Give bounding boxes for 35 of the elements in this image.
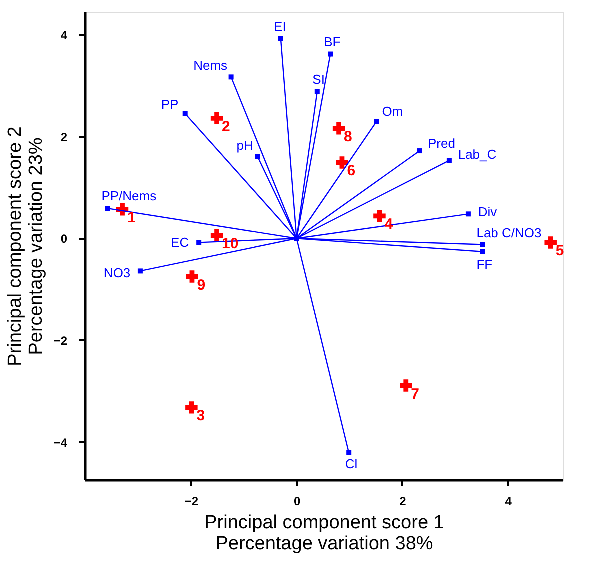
series-label: pH bbox=[236, 138, 254, 153]
annotation: 5 bbox=[556, 242, 564, 260]
series-label: EC bbox=[171, 235, 190, 250]
x-tick-label: 4 bbox=[505, 494, 512, 508]
y-tick-label: 4 bbox=[60, 28, 68, 42]
series-label: Nems bbox=[194, 58, 228, 74]
series-label: FF bbox=[476, 256, 493, 272]
x-tick-label: 0 bbox=[294, 494, 301, 508]
annotation: 2 bbox=[222, 118, 230, 136]
series-label: BF bbox=[324, 34, 341, 50]
series-label: Cl bbox=[345, 456, 358, 472]
series-label: EI bbox=[274, 19, 286, 34]
annotation: 1 bbox=[128, 210, 136, 227]
series-label: PP/Nems bbox=[102, 188, 158, 204]
series-label: Om bbox=[382, 104, 404, 120]
y-tick-label: 0 bbox=[60, 232, 68, 246]
annotation: 8 bbox=[344, 128, 352, 146]
x-axis-title: Principal component score 1 Percentage variation 38% bbox=[204, 512, 444, 554]
series-label: Lab C/NO3 bbox=[476, 226, 542, 241]
y-tick-label: −2 bbox=[54, 334, 68, 348]
series-label: PP bbox=[161, 96, 179, 112]
series-label: SI bbox=[312, 72, 325, 88]
x-tick-label: −2 bbox=[184, 494, 199, 508]
series-label: Lab_C bbox=[458, 147, 497, 162]
series-label: Pred bbox=[428, 136, 456, 152]
y-axis-title: Principal component score 2 Percentage variation 23% bbox=[4, 126, 47, 366]
x-tick-label: 2 bbox=[400, 494, 407, 508]
annotation: 9 bbox=[197, 276, 206, 294]
series-label: NO3 bbox=[104, 266, 131, 281]
y-tick-label: 2 bbox=[60, 130, 68, 144]
annotation: 6 bbox=[347, 162, 356, 180]
annotation: 3 bbox=[196, 408, 206, 425]
annotation: 7 bbox=[411, 386, 420, 403]
y-tick-label: −4 bbox=[54, 436, 68, 450]
series-label: Div bbox=[478, 204, 498, 220]
